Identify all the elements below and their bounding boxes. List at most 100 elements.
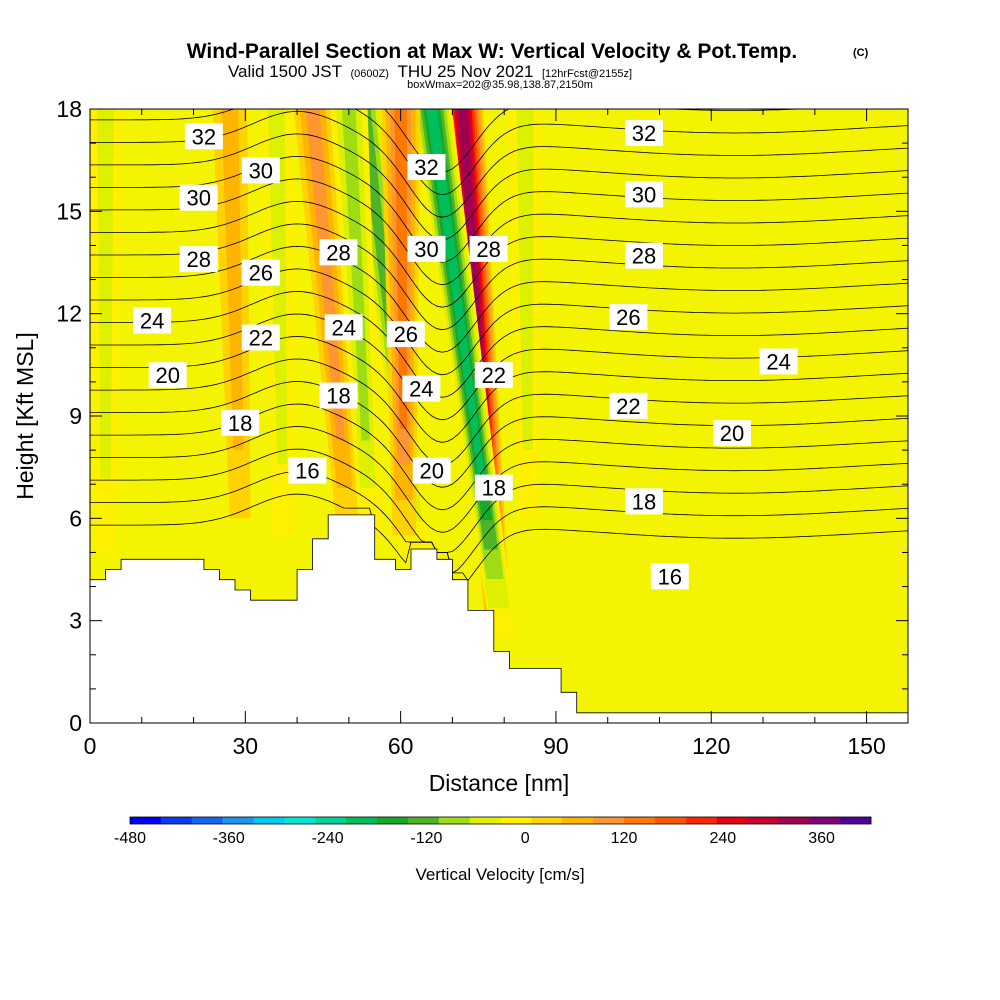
theta-contour-20 [90, 381, 908, 488]
colorbar-tick-label: 0 [521, 830, 530, 847]
x-tick-label: 60 [388, 733, 414, 759]
contour-label-text: 20 [720, 421, 744, 446]
contour-label-text: 26 [616, 305, 640, 330]
contour-label-box [407, 235, 446, 262]
contour-label-text: 28 [476, 237, 500, 262]
colorbar-label: Vertical Velocity [cm/s] [415, 865, 584, 884]
contour-label: 28 [625, 242, 663, 269]
contour-label-text: 18 [228, 411, 252, 436]
contour-label-text: 22 [482, 363, 506, 388]
x-tick-label: 90 [543, 733, 569, 759]
contour-label-box [625, 119, 663, 146]
colorbar-segment [840, 817, 872, 824]
theta-contour-34 [384, 109, 808, 173]
contour-label-box [650, 563, 689, 590]
y-tick-label: 3 [69, 608, 82, 634]
contour-label-box [474, 362, 513, 389]
contour-label-box [241, 157, 280, 184]
contour-label-text: 28 [632, 244, 656, 269]
contour-label-box [402, 375, 441, 402]
contour-label-box [288, 457, 327, 484]
colorbar-segment [407, 817, 440, 824]
contour-label-text: 22 [616, 394, 640, 419]
contour-label: 20 [713, 420, 751, 447]
contour-label: 16 [650, 563, 689, 590]
contour-label-box [241, 324, 280, 351]
contour-label-box [241, 259, 280, 286]
contour-label-text: 30 [632, 182, 656, 207]
contour-label-text: 32 [632, 121, 656, 146]
contour-label-text: 30 [414, 237, 438, 262]
contour-label-box [609, 304, 648, 331]
chart-subtitle: Valid 1500 JST (0600Z) THU 25 Nov 2021 [… [228, 62, 632, 81]
contour-label: 18 [474, 474, 513, 501]
contour-label: 20 [412, 457, 451, 484]
theta-contour-29 [90, 178, 908, 286]
velocity-shade-downdraft_d-2 [268, 109, 288, 465]
colorbar-segment [685, 817, 717, 824]
colorbar-segment [191, 817, 223, 824]
theta-contour-31 [90, 133, 908, 241]
contour-label-text: 18 [632, 489, 656, 514]
x-tick-label: 120 [692, 733, 730, 759]
contour-label-text: 28 [186, 247, 210, 272]
contour-label: 22 [241, 324, 280, 351]
colorbar-segment [531, 817, 563, 824]
colorbar-segment [377, 817, 409, 824]
contour-label: 22 [474, 362, 513, 389]
contour-label-text: 32 [192, 124, 216, 149]
contour-label-text: 30 [249, 158, 273, 183]
contour-label: 18 [625, 488, 663, 515]
contour-label-box [625, 242, 663, 269]
contour-label: 26 [241, 259, 280, 286]
colorbar-segment [130, 817, 162, 824]
x-tick-label: 0 [84, 733, 97, 759]
y-tick-label: 0 [69, 710, 82, 736]
colorbar-segment [809, 817, 841, 824]
y-tick-label: 18 [56, 96, 82, 122]
x-tick-label: 30 [233, 733, 259, 759]
y-tick-label: 15 [56, 198, 82, 224]
contour-label: 30 [407, 235, 446, 262]
contour-label-text: 16 [658, 564, 682, 589]
contour-label-box [412, 457, 451, 484]
chart-subtitle-2: boxWmax=202@35.98,138.87,2150m [407, 79, 593, 91]
colorbar-segment [222, 817, 254, 824]
y-axis-label: Height [Kft MSL] [12, 332, 38, 499]
colorbar-segment [284, 817, 316, 824]
contour-label-box [133, 307, 172, 334]
colorbar-segment [315, 817, 347, 824]
contour-label-box [469, 235, 508, 262]
contour-label: 24 [759, 348, 798, 375]
y-tick-label: 6 [69, 505, 82, 531]
contour-label-box [184, 123, 223, 150]
theta-contour-24 [90, 291, 908, 398]
contour-label-box [319, 239, 358, 266]
contour-label-text: 24 [766, 349, 790, 374]
colorbar-segment [469, 817, 501, 824]
contour-label: 16 [288, 457, 327, 484]
contour-label: 18 [319, 382, 358, 409]
contour-label-text: 32 [414, 155, 438, 180]
contour-label-box [713, 420, 751, 447]
y-axis: 0 3 6 9 12 15 18 [56, 96, 908, 736]
x-axis: 0 30 60 90 120 150 [84, 109, 886, 759]
contour-label-box [625, 488, 663, 515]
contour-label-box [386, 321, 425, 348]
contour-label-text: 28 [326, 240, 350, 265]
theta-contour-26 [90, 245, 908, 353]
contour-label: 18 [221, 409, 260, 436]
contour-label-text: 24 [140, 309, 164, 334]
contour-label: 32 [625, 119, 663, 146]
contour-label-box [179, 184, 218, 211]
contour-labels: 32 30 30 28 26 24 22 20 18 16 28 24 18 26 32 30 24 20 28 22… [133, 119, 798, 590]
x-tick-label: 150 [847, 733, 885, 759]
colorbar-segment [346, 817, 378, 824]
colorbar-tick-label: -360 [213, 830, 245, 847]
contour-label-text: 26 [394, 322, 418, 347]
colorbar-segment [747, 817, 779, 824]
colorbar-frame [129, 816, 872, 825]
contour-label-box [221, 409, 260, 436]
velocity-band-downdraft_d [259, 109, 294, 536]
